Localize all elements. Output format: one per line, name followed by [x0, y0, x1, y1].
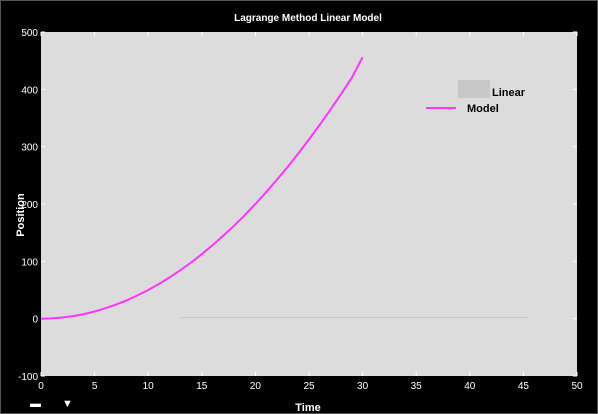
toolbar-arrow-icon[interactable]: ▼ [62, 398, 73, 410]
x-tick-label: 30 [357, 381, 369, 392]
x-tick-label: 0 [38, 381, 44, 392]
plot-area [41, 32, 577, 376]
y-tick-label: 500 [21, 28, 38, 39]
y-axis-ticks: -100 0 100 200 300 400 500 [18, 28, 577, 383]
y-tick-label: 100 [21, 257, 38, 268]
x-tick-label: 25 [303, 381, 315, 392]
series-line-model [40, 56, 364, 320]
x-tick-label: 35 [411, 381, 423, 392]
y-axis-label: Position [15, 193, 27, 237]
legend-label-linear: Linear [492, 87, 526, 99]
y-tick-label: -100 [18, 372, 38, 383]
x-tick-label: 10 [143, 381, 155, 392]
x-tick-label: 50 [571, 381, 583, 392]
x-axis-label: Time [295, 402, 320, 414]
toolbar-dash-icon[interactable]: ▬ [30, 398, 41, 410]
legend-swatch-linear [458, 80, 490, 98]
x-tick-label: 40 [464, 381, 476, 392]
legend: Linear Model [426, 80, 526, 115]
x-tick-label: 15 [196, 381, 208, 392]
x-tick-label: 5 [92, 381, 98, 392]
legend-label-model: Model [467, 103, 499, 115]
x-axis-ticks: 0 5 10 15 20 25 30 35 40 45 50 [38, 32, 583, 392]
x-tick-label: 45 [518, 381, 530, 392]
y-tick-label: 300 [21, 143, 38, 154]
y-tick-label: 0 [32, 315, 38, 326]
x-tick-label: 20 [250, 381, 262, 392]
y-tick-label: 400 [21, 85, 38, 96]
chart-title: Lagrange Method Linear Model [234, 13, 382, 24]
y-tick-label: 200 [21, 200, 38, 211]
series-layer [40, 56, 529, 320]
